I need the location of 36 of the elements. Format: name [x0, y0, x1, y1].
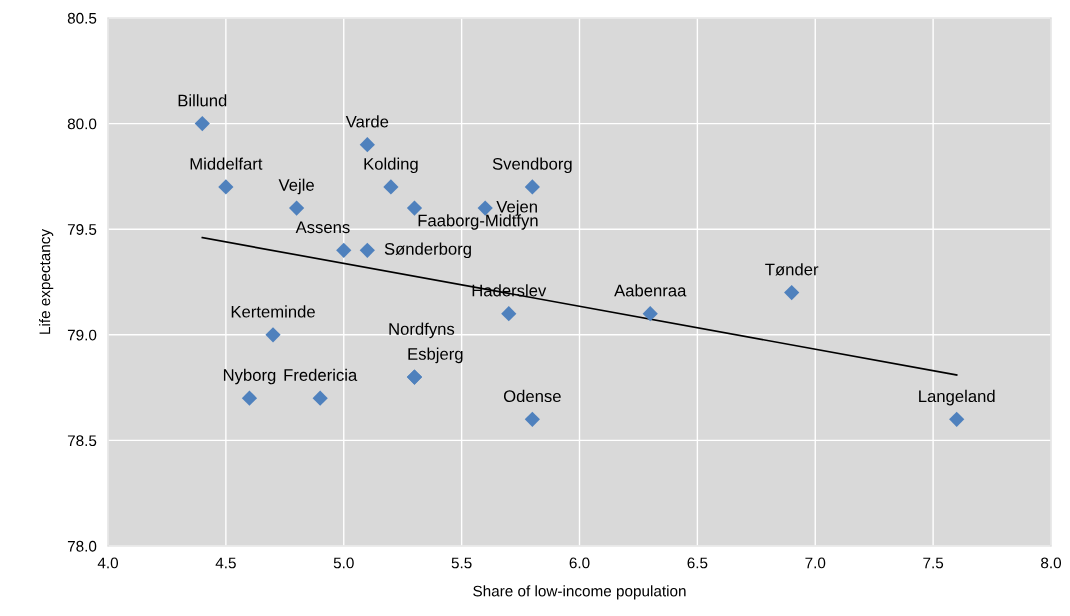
annotation: Billund [178, 94, 227, 107]
y-tick-label: 78.0 [67, 540, 97, 552]
x-tick-label: 5.5 [451, 557, 472, 569]
annotation: Faaborg-Midtfyn [418, 214, 538, 230]
x-tick-label: 6.5 [687, 557, 708, 569]
annotation: Nyborg [223, 368, 276, 385]
x-tick-label: 7.5 [923, 557, 944, 569]
annotation: Middelfart [190, 157, 263, 170]
annotation: Svendborg [492, 157, 572, 174]
annotation: Kolding [364, 157, 418, 174]
y-tick-label: 80.5 [67, 12, 97, 24]
x-tick-label: 4.0 [97, 557, 119, 569]
x-tick-label: 5.0 [333, 557, 354, 569]
annotation: Tønder [765, 263, 819, 276]
x-tick-label: 6.0 [569, 557, 590, 569]
y-tick-label: 78.5 [67, 435, 97, 447]
annotation: Aabenraa [614, 284, 687, 297]
y-tick-label: 79.0 [67, 329, 97, 341]
x-axis-title: Share of low-income population [473, 585, 686, 600]
annotation: Nordfyns [389, 322, 455, 339]
annotation: Odense [503, 389, 561, 403]
annotation: Langeland [919, 389, 995, 406]
annotation: Varde [345, 115, 389, 128]
x-tick-label: 7.0 [805, 557, 826, 569]
annotation: Kerteminde [231, 305, 315, 318]
x-tick-label: 8.0 [1041, 557, 1062, 569]
annotation: Vejle [278, 178, 314, 195]
x-tick-label: 4.5 [215, 557, 236, 569]
y-tick-label: 79.5 [67, 224, 97, 235]
annotation: Assens [295, 221, 350, 234]
annotation: Esbjerg [408, 347, 463, 364]
y-axis-title: Life expectancy [39, 228, 54, 334]
annotation: Sønderborg [384, 242, 471, 259]
y-tick-label: 80.0 [67, 118, 97, 130]
annotation: Fredericia [284, 368, 358, 381]
annotation: Vejen [496, 200, 537, 216]
